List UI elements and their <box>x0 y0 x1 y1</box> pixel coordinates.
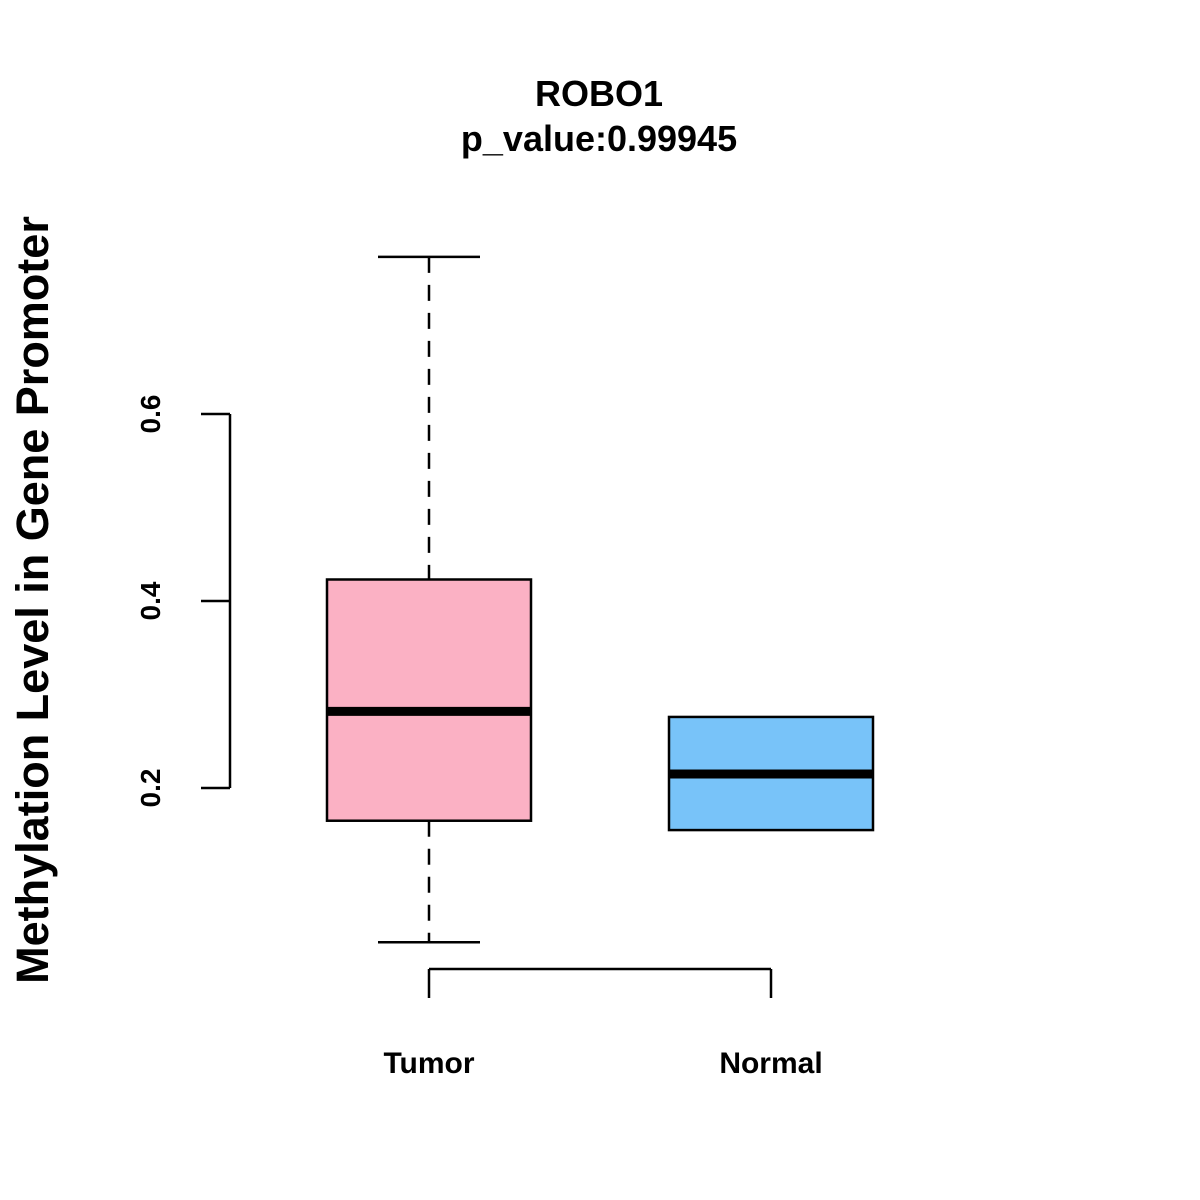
y-axis-title: Methylation Level in Gene Promoter <box>7 216 58 984</box>
x-axis: Tumor Normal <box>383 967 823 1080</box>
boxes <box>325 255 875 944</box>
y-tick-label: 0.6 <box>135 395 166 434</box>
chart-title: ROBO1 <box>535 73 663 114</box>
box-tumor <box>325 255 533 944</box>
x-tick-label-tumor: Tumor <box>383 1047 474 1080</box>
box-normal <box>667 715 875 832</box>
y-tick-label: 0.4 <box>135 581 166 620</box>
y-axis: 0.2 0.4 0.6 <box>135 395 232 808</box>
chart-subtitle: p_value:0.99945 <box>461 118 737 159</box>
y-tick-label: 0.2 <box>135 769 166 808</box>
box-iqr <box>325 578 533 822</box>
x-tick-label-normal: Normal <box>719 1047 822 1080</box>
